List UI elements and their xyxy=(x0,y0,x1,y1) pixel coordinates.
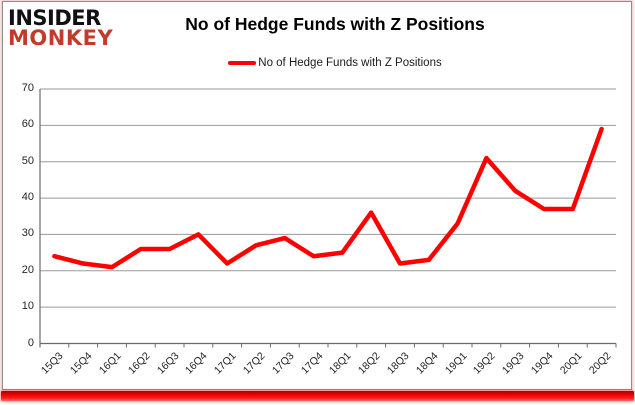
y-axis-label: 0 xyxy=(27,336,34,349)
y-axis-label: 20 xyxy=(21,263,34,276)
y-axis-label: 10 xyxy=(21,300,34,313)
logo-monkey: MONKEY xyxy=(8,25,114,50)
series-line xyxy=(52,126,604,270)
logo-insider: INSIDER xyxy=(8,6,101,30)
bottom-red-bar xyxy=(1,391,634,401)
y-axis-label: 60 xyxy=(21,118,34,131)
legend-line-marker-icon xyxy=(228,60,257,66)
legend: No of Hedge Funds with Z Positions xyxy=(45,57,625,69)
y-axis-label: 50 xyxy=(21,154,34,167)
chart-title: No of Hedge Funds with Z Positions xyxy=(185,14,485,34)
legend-label: No of Hedge Funds with Z Positions xyxy=(258,57,442,69)
y-axis-label: 30 xyxy=(21,227,34,240)
y-axis-label: 40 xyxy=(21,191,34,204)
y-axis-label: 70 xyxy=(21,82,34,94)
insider-monkey-logo: INSIDER MONKEY xyxy=(8,6,114,50)
